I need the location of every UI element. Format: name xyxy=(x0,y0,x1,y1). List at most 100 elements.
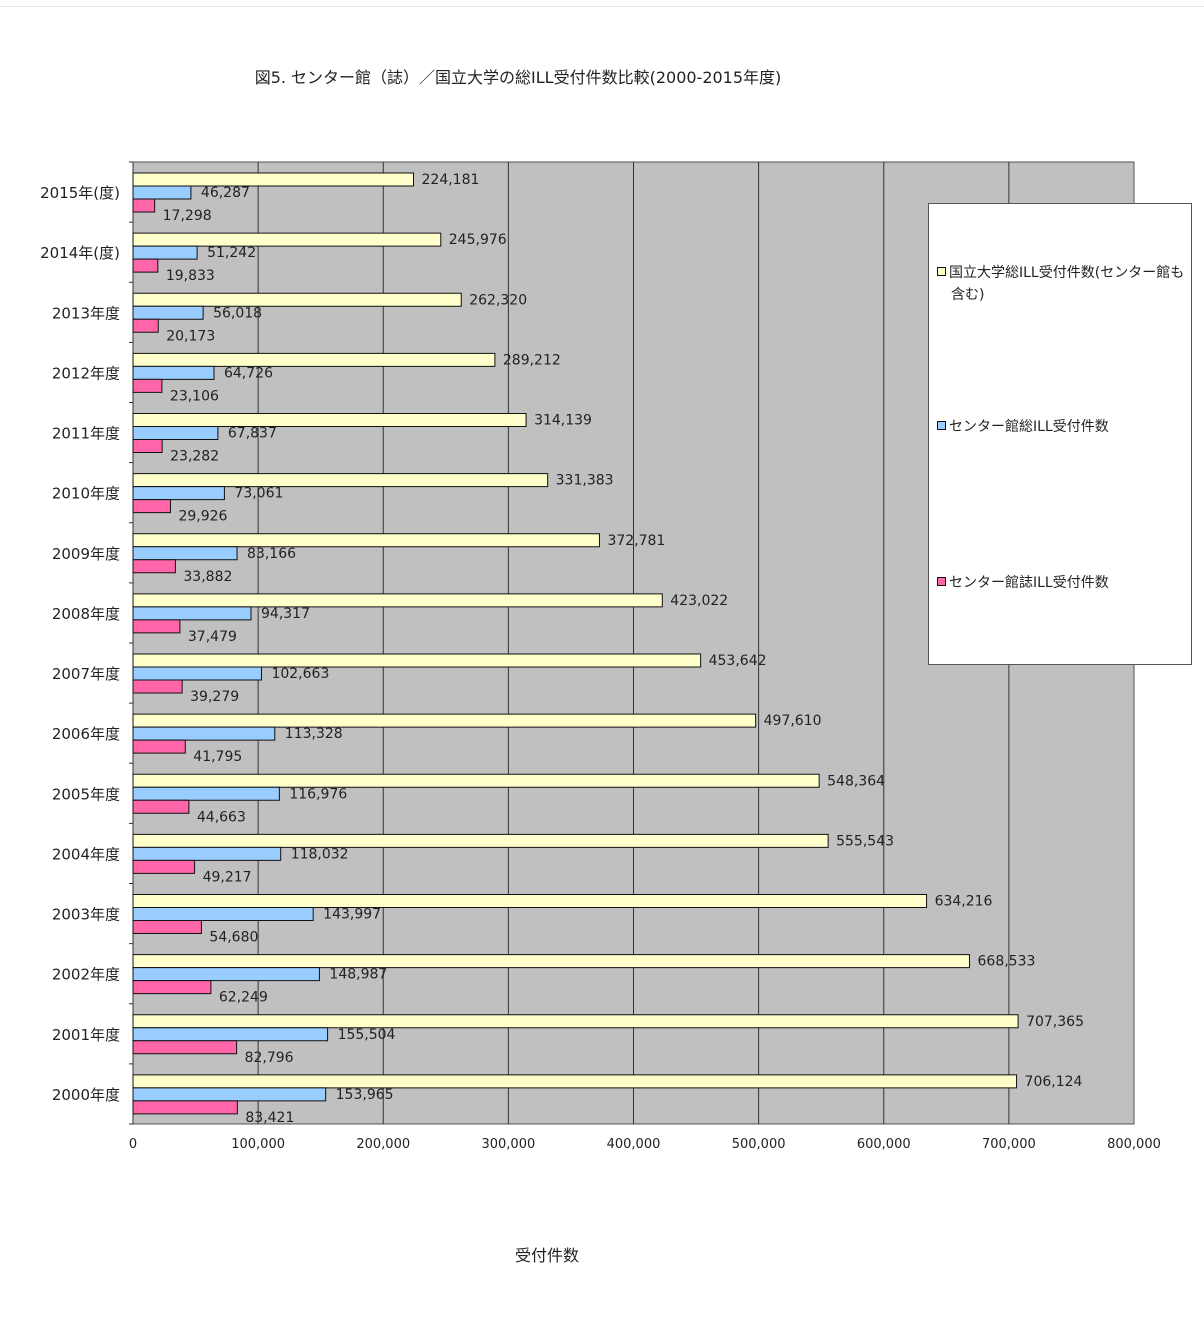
bar xyxy=(132,378,163,393)
legend: 国立大学総ILL受付件数(センター館も 含む) センター館総ILL受付件数 セン… xyxy=(928,203,1192,665)
legend-swatch xyxy=(937,421,946,430)
category-label: 2006年度 xyxy=(52,725,120,743)
x-tick-label: 400,000 xyxy=(607,1137,661,1152)
bar-value-label: 102,663 xyxy=(271,666,329,682)
bar-value-label: 668,533 xyxy=(978,954,1036,970)
bar xyxy=(132,653,702,668)
x-tick-label: 0 xyxy=(129,1137,137,1152)
bar-value-label: 49,217 xyxy=(203,869,252,885)
bar xyxy=(132,726,276,741)
bar xyxy=(132,292,462,307)
bar xyxy=(132,232,442,247)
bar xyxy=(132,258,159,273)
bar xyxy=(132,185,192,200)
legend-label: 国立大学総ILL受付件数(センター館も xyxy=(949,265,1185,281)
category-label: 2000年度 xyxy=(52,1086,120,1104)
bar xyxy=(132,1100,238,1115)
bar xyxy=(132,365,215,380)
bar-value-label: 314,139 xyxy=(534,413,592,429)
bar xyxy=(132,859,196,874)
bar-value-label: 497,610 xyxy=(764,713,822,729)
legend-item-national: 国立大学総ILL受付件数(センター館も 含む) xyxy=(937,262,1185,306)
bar-value-label: 113,328 xyxy=(285,726,343,742)
data-labels: 224,181 46,287 17,298 245,976 51,242 19,833 26… xyxy=(163,172,1084,1126)
bar-value-label: 56,018 xyxy=(213,305,262,321)
bar-value-label: 706,124 xyxy=(1025,1074,1083,1090)
bar-value-label: 73,061 xyxy=(234,486,283,502)
bar xyxy=(132,920,202,934)
bar-value-label: 23,282 xyxy=(170,449,219,465)
bar-value-label: 29,926 xyxy=(178,509,227,525)
bar xyxy=(132,666,262,681)
legend-label: センター館誌ILL受付件数 xyxy=(949,575,1109,591)
bar xyxy=(132,1014,1019,1029)
bar-value-label: 17,298 xyxy=(163,208,212,224)
bar-value-label: 41,795 xyxy=(193,749,242,765)
legend-swatch xyxy=(937,577,946,586)
bar-value-label: 707,365 xyxy=(1026,1014,1084,1030)
category-label: 2013年度 xyxy=(52,304,120,322)
bar-value-label: 331,383 xyxy=(556,473,614,489)
category-label: 2015年(度) xyxy=(40,184,120,202)
bar xyxy=(132,413,527,427)
bar xyxy=(132,352,496,367)
bar-value-label: 83,166 xyxy=(247,546,296,562)
bar xyxy=(132,679,183,694)
bar xyxy=(132,713,757,728)
category-label: 2008年度 xyxy=(52,605,120,623)
bar xyxy=(132,486,225,501)
bar xyxy=(132,907,314,921)
bar-value-label: 155,504 xyxy=(338,1027,396,1043)
category-label: 2014年(度) xyxy=(40,244,120,262)
bar-value-label: 67,837 xyxy=(228,426,277,442)
bar-value-label: 94,317 xyxy=(261,606,310,622)
bar xyxy=(132,533,600,548)
bar xyxy=(132,1027,329,1042)
x-tick-label: 800,000 xyxy=(1107,1137,1161,1152)
bar-value-label: 19,833 xyxy=(166,268,215,284)
x-tick-label: 200,000 xyxy=(356,1137,410,1152)
bar xyxy=(132,546,238,561)
legend-item-center-total: センター館総ILL受付件数 xyxy=(937,416,1185,438)
bar xyxy=(132,980,212,995)
bar xyxy=(132,245,198,260)
y-axis-categories: 2015年(度) 2014年(度) 2013年度 2012年度 2011年度 2010年度… xyxy=(40,184,120,1104)
bar xyxy=(132,198,156,213)
category-label: 2001年度 xyxy=(52,1026,120,1044)
bar-value-label: 23,106 xyxy=(170,388,219,404)
bar-value-label: 83,421 xyxy=(245,1110,294,1126)
bar-value-label: 555,543 xyxy=(836,833,894,849)
legend-item-center-journal: センター館誌ILL受付件数 xyxy=(937,572,1185,594)
bar xyxy=(132,1087,327,1102)
bar-value-label: 82,796 xyxy=(245,1050,294,1066)
bar xyxy=(132,786,280,801)
chart-title: 図5. センター館（誌）／国立大学の総ILL受付件数比較(2000-2015年度… xyxy=(254,68,782,87)
bar-value-label: 118,032 xyxy=(291,846,349,862)
bar xyxy=(132,1040,238,1055)
bar-value-label: 423,022 xyxy=(670,593,728,609)
category-label: 2003年度 xyxy=(52,906,120,924)
bar xyxy=(132,593,663,608)
bar-value-label: 634,216 xyxy=(935,894,993,910)
bar-value-label: 143,997 xyxy=(323,907,381,923)
bar-value-label: 245,976 xyxy=(449,232,507,248)
x-axis-ticks: 0 100,000 200,000 300,000 400,000 500,000 600,… xyxy=(129,1137,1161,1152)
legend-label: センター館総ILL受付件数 xyxy=(949,419,1109,435)
bar-value-label: 148,987 xyxy=(329,967,387,983)
bar-value-label: 51,242 xyxy=(207,245,256,261)
bar xyxy=(132,606,252,621)
bar-value-label: 62,249 xyxy=(219,990,268,1006)
bar xyxy=(132,499,171,514)
bar-value-label: 44,663 xyxy=(197,809,246,825)
legend-label-cont: 含む) xyxy=(951,287,985,303)
bar-value-label: 33,882 xyxy=(183,569,232,585)
bar-value-label: 262,320 xyxy=(469,292,527,308)
x-tick-label: 300,000 xyxy=(481,1137,535,1152)
bar xyxy=(132,619,181,634)
bar-value-label: 289,212 xyxy=(503,352,561,368)
bar xyxy=(132,773,820,788)
x-tick-label: 500,000 xyxy=(732,1137,786,1152)
bar xyxy=(132,473,549,488)
bar xyxy=(132,305,204,320)
